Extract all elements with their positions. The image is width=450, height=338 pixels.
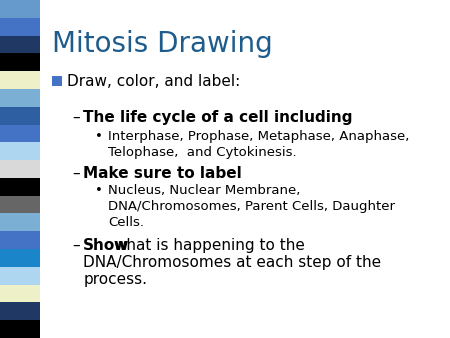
Bar (0, 142, 40, 160)
Bar (0, 53, 40, 71)
Bar (0, 303, 40, 320)
Bar (0, 320, 40, 338)
Bar (0, 285, 40, 303)
Text: Nucleus, Nuclear Membrane,: Nucleus, Nuclear Membrane, (108, 184, 301, 197)
Text: Draw, color, and label:: Draw, color, and label: (67, 74, 240, 89)
Bar (0, 124, 40, 142)
Bar (0, 178, 40, 196)
Bar (0, 35, 40, 53)
Text: Interphase, Prophase, Metaphase, Anaphase,: Interphase, Prophase, Metaphase, Anaphas… (108, 130, 410, 143)
Text: Show: Show (83, 238, 130, 253)
Bar (0, 160, 40, 178)
Bar (0, 214, 40, 231)
Bar (0, 18, 40, 35)
Text: what is happening to the: what is happening to the (109, 238, 305, 253)
Bar (0, 196, 40, 214)
Text: process.: process. (83, 272, 147, 287)
Bar (52, 76, 62, 86)
Text: –: – (72, 238, 80, 253)
Text: Telophase,  and Cytokinesis.: Telophase, and Cytokinesis. (108, 146, 297, 159)
Bar (0, 89, 40, 107)
Text: •: • (94, 130, 103, 143)
Text: Make sure to label: Make sure to label (83, 166, 242, 180)
Bar (0, 107, 40, 124)
Text: –: – (72, 110, 80, 125)
Text: •: • (94, 184, 103, 197)
Text: DNA/Chromosomes, Parent Cells, Daughter: DNA/Chromosomes, Parent Cells, Daughter (108, 200, 395, 213)
Bar (0, 71, 40, 89)
Text: DNA/Chromosomes at each step of the: DNA/Chromosomes at each step of the (83, 255, 382, 270)
Text: Cells.: Cells. (108, 216, 144, 229)
Text: Mitosis Drawing: Mitosis Drawing (52, 30, 273, 58)
Text: –: – (72, 166, 80, 180)
Bar (0, 267, 40, 285)
Bar (0, 0, 40, 18)
Bar (0, 249, 40, 267)
Text: The life cycle of a cell including: The life cycle of a cell including (83, 110, 353, 125)
Bar (0, 231, 40, 249)
